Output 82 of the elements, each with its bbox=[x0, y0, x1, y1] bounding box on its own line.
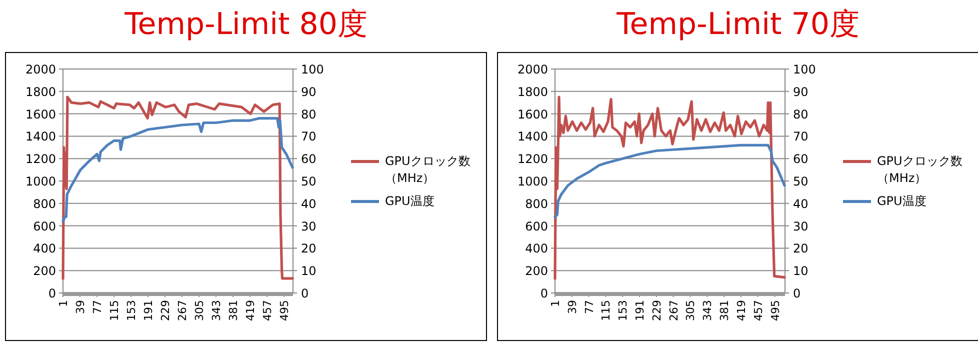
x-tick-label: 457 bbox=[261, 300, 274, 321]
x-tick-label: 267 bbox=[667, 300, 680, 321]
line-series bbox=[62, 116, 294, 223]
x-tick-label: 39 bbox=[74, 300, 88, 314]
legend-label: GPUクロック数（MHz） bbox=[877, 154, 962, 185]
y-tick-label: 1200 bbox=[25, 152, 56, 166]
chart-title: Temp-Limit 80度 bbox=[124, 6, 368, 44]
x-tick-label: 381 bbox=[718, 300, 732, 321]
x-tick-label: 343 bbox=[210, 300, 224, 321]
y2-tick-label: 0 bbox=[301, 286, 309, 300]
y2-tick-label: 60 bbox=[301, 152, 316, 166]
y-tick-label: 1600 bbox=[25, 107, 56, 122]
y-tick-label: 1000 bbox=[517, 174, 548, 188]
y-tick-label: 1600 bbox=[517, 107, 548, 122]
y-tick-label: 400 bbox=[33, 242, 56, 256]
x-tick-label: 153 bbox=[125, 300, 138, 321]
y-tick-label: 1200 bbox=[517, 152, 548, 166]
legend-label: GPU温度 bbox=[385, 194, 434, 208]
y-tick-label: 1400 bbox=[517, 130, 548, 144]
y-tick-label: 400 bbox=[525, 242, 548, 256]
y2-tick-label: 70 bbox=[793, 130, 808, 144]
y2-tick-label: 100 bbox=[793, 62, 816, 76]
x-tick-label: 495 bbox=[768, 300, 782, 321]
y-tick-label: 600 bbox=[525, 219, 548, 234]
x-tick-label: 457 bbox=[752, 300, 765, 321]
y2-tick-label: 80 bbox=[793, 107, 808, 122]
y2-tick-label: 40 bbox=[301, 196, 316, 211]
x-tick-label: 305 bbox=[684, 300, 698, 321]
x-tick-label: 267 bbox=[176, 300, 190, 321]
y-tick-label: 2000 bbox=[25, 62, 56, 76]
y-tick-label: 1000 bbox=[25, 174, 56, 188]
line-series bbox=[62, 96, 294, 280]
y-tick-label: 2000 bbox=[517, 62, 548, 76]
y2-tick-label: 10 bbox=[793, 264, 808, 278]
y-tick-label: 1800 bbox=[517, 84, 548, 99]
x-tick-label: 115 bbox=[108, 300, 122, 321]
x-tick-label: 419 bbox=[734, 300, 748, 321]
x-tick-label: 229 bbox=[159, 300, 172, 321]
x-tick-label: 343 bbox=[701, 300, 714, 321]
y2-tick-label: 80 bbox=[301, 107, 316, 122]
legend-label: GPUクロック数（MHz） bbox=[385, 154, 470, 185]
x-tick-label: 1 bbox=[57, 300, 70, 307]
x-tick-label: 115 bbox=[600, 300, 613, 321]
y-tick-label: 200 bbox=[33, 264, 56, 278]
y-tick-label: 0 bbox=[540, 286, 548, 300]
y-tick-label: 200 bbox=[525, 264, 548, 278]
x-tick-label: 305 bbox=[193, 300, 206, 321]
y-tick-label: 1800 bbox=[25, 84, 56, 99]
x-tick-label: 229 bbox=[650, 300, 664, 321]
y2-tick-label: 20 bbox=[301, 242, 316, 256]
x-tick-label: 191 bbox=[634, 300, 647, 321]
y2-tick-label: 60 bbox=[793, 152, 808, 166]
y2-tick-label: 10 bbox=[301, 264, 316, 278]
y-tick-label: 600 bbox=[33, 219, 56, 234]
y2-tick-label: 100 bbox=[301, 62, 324, 76]
y2-tick-label: 50 bbox=[301, 174, 316, 188]
legend-label: GPU温度 bbox=[877, 194, 926, 208]
x-tick-label: 495 bbox=[278, 300, 292, 321]
y2-tick-label: 90 bbox=[793, 84, 808, 99]
y2-tick-label: 30 bbox=[793, 219, 808, 234]
x-tick-label: 77 bbox=[91, 300, 104, 314]
y2-tick-label: 90 bbox=[301, 84, 316, 99]
y2-tick-label: 70 bbox=[301, 130, 316, 144]
y-tick-label: 800 bbox=[33, 196, 56, 211]
y2-tick-label: 30 bbox=[301, 219, 316, 234]
y2-tick-label: 20 bbox=[793, 242, 808, 256]
line-series bbox=[554, 96, 786, 280]
y2-tick-label: 40 bbox=[793, 196, 808, 211]
y2-tick-label: 0 bbox=[793, 286, 801, 300]
y-tick-label: 800 bbox=[525, 196, 548, 211]
x-tick-label: 153 bbox=[616, 300, 630, 321]
y2-tick-label: 50 bbox=[793, 174, 808, 188]
x-tick-label: 191 bbox=[142, 300, 156, 321]
x-tick-label: 1 bbox=[549, 300, 562, 307]
x-tick-label: 39 bbox=[566, 300, 579, 314]
line-series bbox=[554, 144, 786, 218]
chart-title: Temp-Limit 70度 bbox=[616, 6, 860, 44]
y-tick-label: 1400 bbox=[25, 130, 56, 144]
x-tick-label: 77 bbox=[582, 300, 596, 314]
x-tick-label: 419 bbox=[244, 300, 258, 321]
x-tick-label: 381 bbox=[227, 300, 240, 321]
y-tick-label: 0 bbox=[48, 286, 56, 300]
